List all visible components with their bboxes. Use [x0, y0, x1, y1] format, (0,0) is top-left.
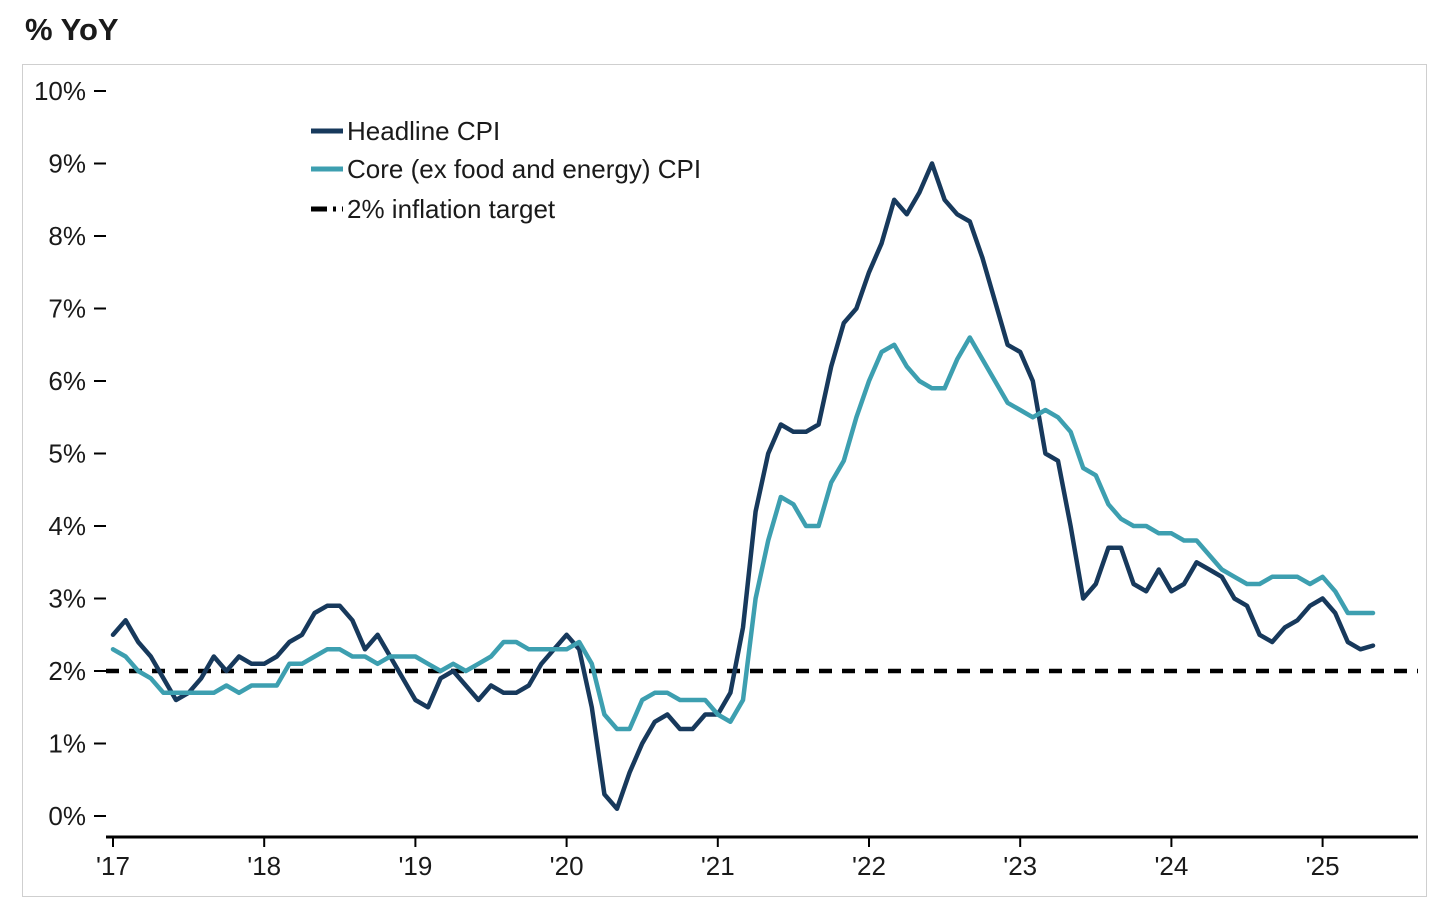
y-tick-label: 5%	[48, 439, 86, 469]
y-tick-label: 9%	[48, 149, 86, 179]
figure-border: 0% 1% 2% 3% 4% 5% 6% 7% 8% 9% 10% '17 '18 '19 '20 '21 '2…	[22, 64, 1427, 897]
x-tick-label: '18	[247, 851, 281, 881]
x-tick-label: '20	[550, 851, 584, 881]
y-tick-label: 4%	[48, 511, 86, 541]
x-tick-label: '23	[1003, 851, 1037, 881]
legend-label-0: Headline CPI	[347, 116, 500, 146]
y-tick-label: 3%	[48, 584, 86, 614]
y-tick-label: 6%	[48, 366, 86, 396]
y-tick-label: 7%	[48, 294, 86, 324]
core-cpi-line	[110, 335, 1376, 732]
headline-cpi-line	[110, 161, 1376, 812]
y-tick-label: 1%	[48, 729, 86, 759]
legend-label-2: 2% inflation target	[347, 194, 556, 224]
chart-title: % YoY	[25, 12, 119, 47]
cpi-line-chart: 0% 1% 2% 3% 4% 5% 6% 7% 8% 9% 10% '17 '18 '19 '20 '21 '2…	[34, 76, 1418, 881]
legend-label-1: Core (ex food and energy) CPI	[347, 154, 701, 184]
x-tick-label: '24	[1154, 851, 1188, 881]
x-tick-label: '25	[1306, 851, 1340, 881]
x-tick-label: '17	[96, 851, 130, 881]
y-tick-label: 8%	[48, 221, 86, 251]
x-tick-label: '21	[701, 851, 735, 881]
x-tick-label: '22	[852, 851, 886, 881]
y-tick-label: 0%	[48, 801, 86, 831]
y-tick-label: 2%	[48, 656, 86, 686]
x-tick-label: '19	[398, 851, 432, 881]
y-tick-label: 10%	[34, 76, 86, 106]
